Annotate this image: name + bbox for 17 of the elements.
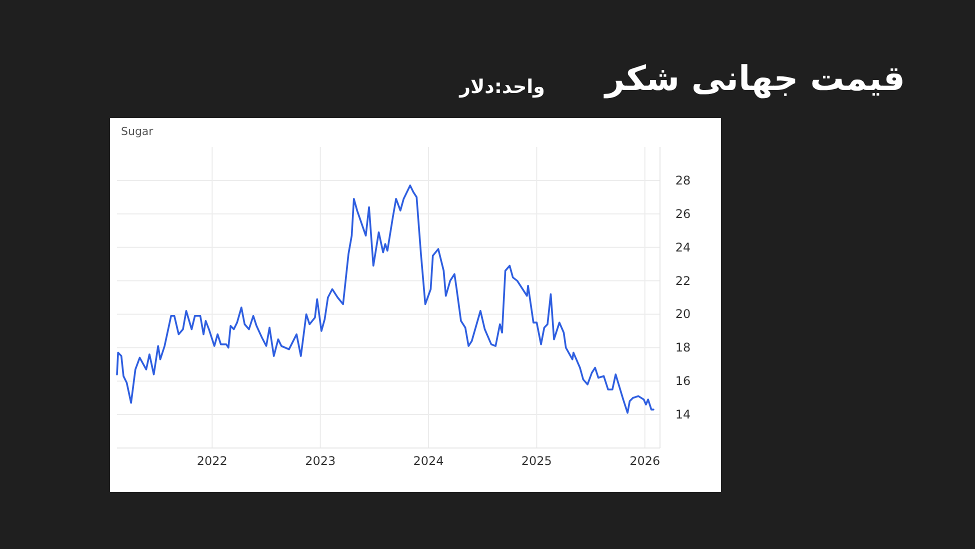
y-tick-label: 18: [675, 340, 691, 355]
x-tick-label: 2022: [196, 454, 228, 468]
x-tick-label: 2024: [413, 454, 444, 468]
y-tick-label: 26: [675, 206, 691, 221]
x-tick-label: 2026: [630, 454, 660, 468]
text: قیمت جهانی شکر: [605, 58, 905, 101]
line-series: [116, 184, 654, 414]
x-tick-label: 2025: [521, 454, 552, 468]
chart-subtitle: واحد:دلار: [460, 75, 545, 100]
x-tick-label: 2023: [305, 454, 336, 468]
text: Sugar: [121, 125, 154, 138]
y-tick-label: 22: [675, 274, 691, 288]
y-tick-label: 24: [675, 240, 691, 254]
y-tick-label: 14: [675, 408, 691, 422]
y-tick-label: 16: [675, 374, 691, 388]
y-tick-label: 20: [675, 307, 691, 322]
y-tick-label: 28: [675, 173, 691, 188]
